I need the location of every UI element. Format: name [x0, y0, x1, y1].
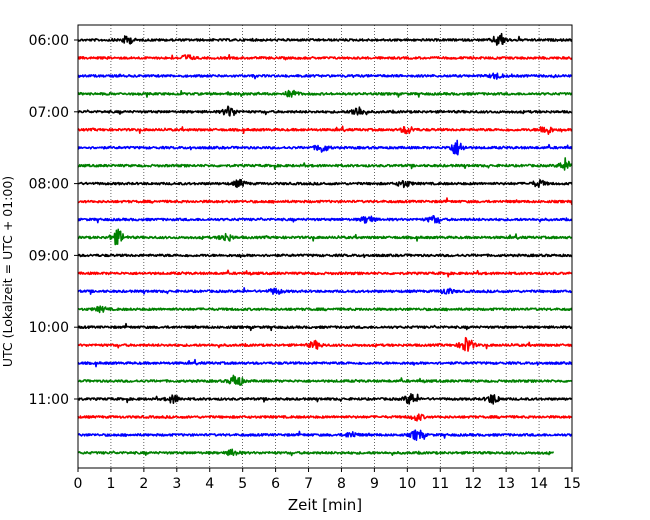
trace-5	[77, 125, 573, 136]
x-tick-label: 10	[398, 476, 416, 492]
x-tick-label: 3	[172, 476, 181, 492]
x-tick-label: 11	[431, 476, 449, 492]
trace-0	[77, 32, 573, 46]
y-tick-label: 06:00	[29, 33, 69, 49]
x-tick-label: 15	[563, 476, 581, 492]
y-tick-label: 10:00	[29, 320, 69, 336]
x-tick-label: 8	[337, 476, 346, 492]
x-tick-label: 1	[106, 476, 115, 492]
trace-16	[77, 322, 573, 332]
x-axis: 0 1 2 3 4 5 6 7 8 9 10 11 12 13 14 15	[74, 468, 581, 492]
y-axis: 06:00 07:00 08:00 09:00 10:00 11:00	[29, 33, 78, 408]
trace-9	[77, 197, 573, 205]
trace-17	[77, 336, 573, 352]
y-axis-label: UTC (Lokalzeit = UTC + 01:00)	[0, 176, 15, 367]
seismogram-traces	[77, 32, 573, 457]
trace-8	[77, 178, 573, 189]
x-tick-label: 0	[74, 476, 83, 492]
x-tick-label: 4	[205, 476, 214, 492]
trace-3	[77, 89, 573, 98]
x-tick-label: 13	[497, 476, 515, 492]
x-tick-label: 14	[530, 476, 548, 492]
trace-20	[77, 393, 573, 405]
trace-11	[77, 228, 573, 246]
trace-23	[77, 448, 554, 457]
vertical-grid	[110, 25, 540, 468]
trace-14	[77, 287, 573, 295]
trace-7	[77, 157, 573, 171]
trace-4	[77, 105, 573, 117]
y-tick-label: 11:00	[29, 392, 69, 408]
x-tick-label: 5	[238, 476, 247, 492]
trace-12	[77, 253, 573, 259]
x-tick-label: 9	[370, 476, 379, 492]
x-tick-label: 7	[304, 476, 313, 492]
y-tick-label: 08:00	[29, 177, 69, 193]
x-tick-label: 12	[464, 476, 482, 492]
trace-13	[77, 269, 573, 278]
trace-19	[77, 374, 573, 387]
trace-1	[77, 54, 573, 61]
x-tick-label: 2	[139, 476, 148, 492]
x-tick-label: 6	[271, 476, 280, 492]
trace-10	[77, 215, 573, 224]
trace-21	[77, 413, 573, 422]
trace-2	[77, 72, 573, 80]
trace-18	[77, 358, 572, 368]
y-tick-label: 07:00	[29, 105, 69, 121]
y-tick-label: 09:00	[29, 248, 69, 264]
x-axis-label: Zeit [min]	[288, 496, 362, 514]
trace-22	[77, 429, 573, 442]
trace-15	[77, 305, 573, 314]
plot-frame	[77, 24, 573, 469]
trace-6	[77, 139, 573, 156]
